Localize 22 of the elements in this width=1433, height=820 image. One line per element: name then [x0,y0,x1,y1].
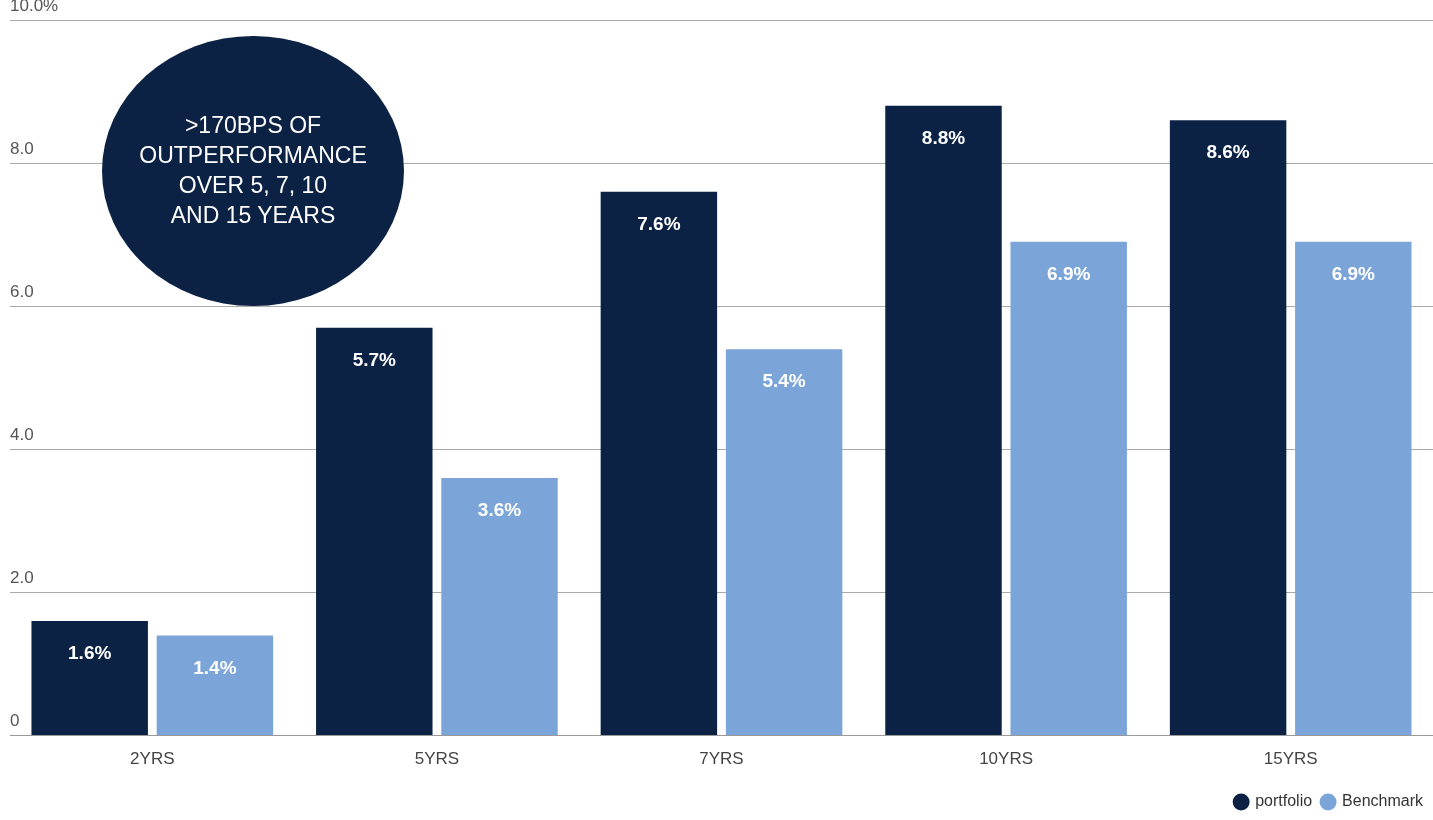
y-tick-label: 8.0 [10,138,34,158]
x-tick-label: 5YRS [414,749,460,769]
y-tick-label: 4.0 [10,425,34,445]
x-tick-label: 15YRS [1263,749,1318,769]
legend-label: Benchmark [1342,792,1424,810]
data-label: 1.4% [193,656,237,678]
data-label: 6.9% [1331,263,1376,285]
data-label: 3.6% [477,499,522,521]
y-tick-label: 6.0 [10,281,34,301]
data-label: 5.4% [762,370,806,392]
y-tick-label: 0 [10,711,20,731]
data-label: 7.6% [637,212,681,234]
x-tick-label: 10YRS [979,749,1034,769]
data-label: 1.6% [68,642,112,664]
x-tick-label: 7YRS [699,749,744,769]
data-label: 8.8% [921,127,966,149]
data-label: 8.6% [1206,141,1250,163]
data-label: 5.7% [352,348,397,370]
x-tick-label: 2YRS [130,749,175,769]
data-label: 6.9% [1047,263,1091,285]
legend-label: portfolio [1255,792,1313,810]
y-tick-label: 2.0 [10,568,34,588]
